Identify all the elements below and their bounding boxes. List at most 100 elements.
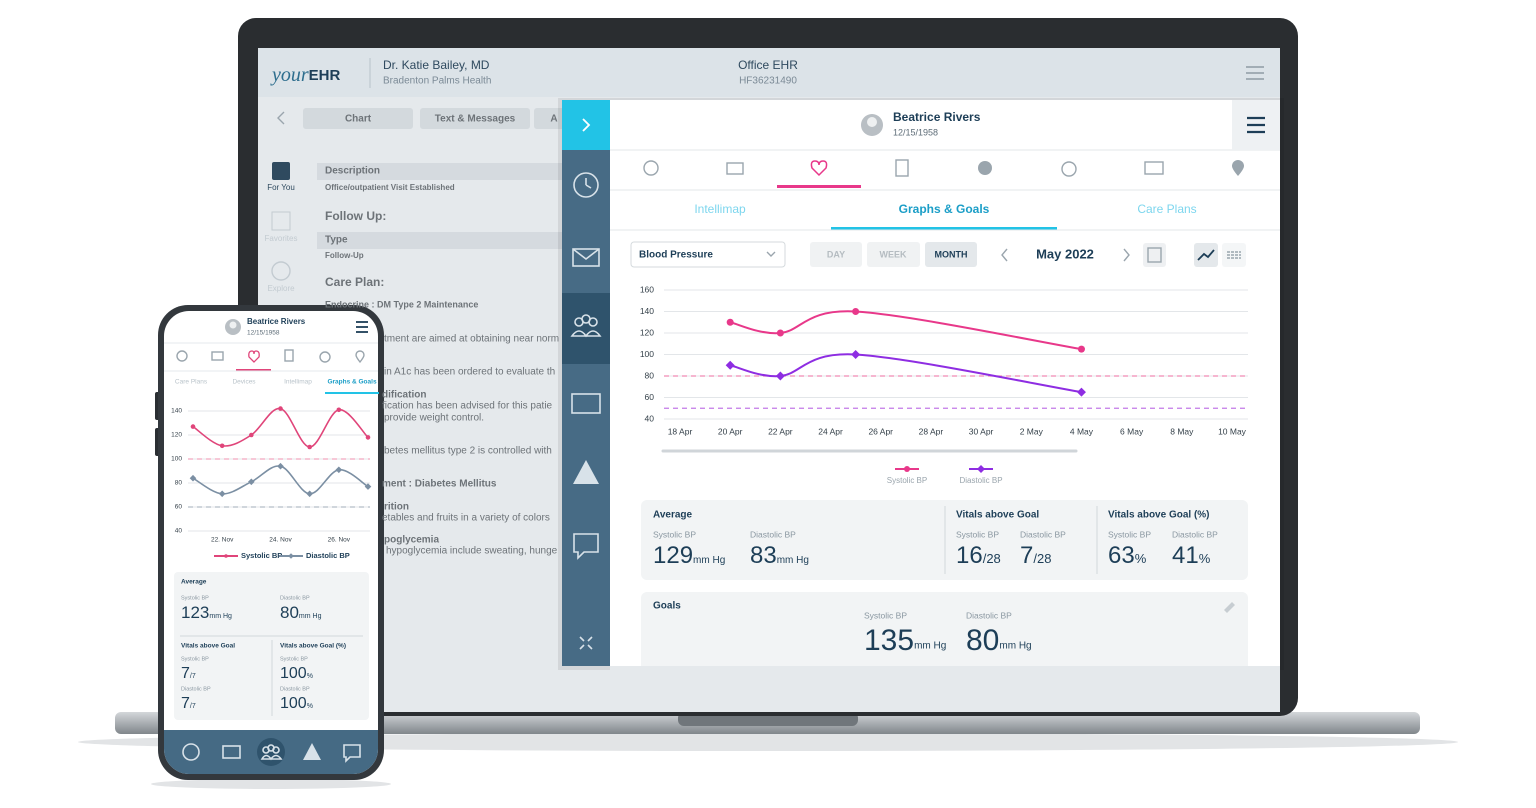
sidebar-icon[interactable] bbox=[573, 533, 599, 560]
nav-icon[interactable] bbox=[343, 744, 361, 763]
sidebar-icon[interactable] bbox=[570, 314, 602, 338]
nav-icon[interactable] bbox=[272, 162, 290, 180]
stat-label: Diastolic BP bbox=[966, 610, 1012, 620]
tab-underline bbox=[236, 369, 271, 371]
tab-icon[interactable] bbox=[978, 161, 992, 175]
logo-bold: EHR bbox=[309, 67, 341, 84]
menu-icon bbox=[1247, 116, 1265, 134]
dropdown[interactable] bbox=[630, 241, 786, 268]
tab-icon[interactable] bbox=[1144, 161, 1164, 175]
tab[interactable] bbox=[303, 108, 413, 129]
subtab: Intellimap bbox=[694, 202, 746, 216]
subtab-underline bbox=[325, 392, 379, 394]
point bbox=[277, 462, 284, 470]
point bbox=[775, 371, 785, 381]
collapse-icon[interactable] bbox=[579, 636, 593, 650]
menu-icon[interactable] bbox=[1246, 66, 1264, 80]
y-tick-label: 120 bbox=[640, 327, 654, 337]
x-tick-label: 20 Apr bbox=[718, 426, 743, 436]
nav-icon[interactable] bbox=[271, 211, 291, 231]
stat-value: 63% bbox=[1108, 542, 1147, 569]
expand-button[interactable] bbox=[562, 100, 610, 150]
stat-number: 41 bbox=[1172, 542, 1199, 569]
nav-selected[interactable] bbox=[257, 738, 285, 766]
subtab: Care Plans bbox=[1137, 202, 1196, 216]
legend-label: Diastolic BP bbox=[959, 476, 1002, 485]
stat-label: Systolic BP bbox=[1108, 529, 1151, 539]
tab-icon[interactable] bbox=[284, 349, 294, 362]
shadow bbox=[78, 733, 1458, 751]
sidebar-icon[interactable] bbox=[571, 393, 601, 414]
stat-unit: % bbox=[307, 703, 313, 710]
tab-icon[interactable] bbox=[895, 159, 909, 177]
sidebar-icon[interactable] bbox=[573, 172, 599, 198]
stat-value: 7/7 bbox=[181, 665, 196, 682]
sidebar-icon[interactable] bbox=[572, 248, 600, 267]
x-tick-label: 4 May bbox=[1070, 426, 1094, 436]
point bbox=[218, 490, 226, 498]
stat-title: Vitals above Goal bbox=[181, 643, 235, 650]
stat-unit: mm Hg bbox=[299, 613, 322, 620]
stat-number: 7 bbox=[181, 665, 190, 682]
stat-unit: % bbox=[1135, 551, 1147, 566]
range-button[interactable] bbox=[867, 242, 920, 267]
content-text: Follow-Up bbox=[325, 251, 364, 260]
toggle-icon bbox=[1227, 251, 1241, 259]
tab-icon[interactable] bbox=[211, 351, 224, 361]
content-text: Endocrine : DM Type 2 Maintenance bbox=[325, 299, 478, 309]
tab-icon[interactable] bbox=[319, 351, 331, 363]
y-tick-label: 60 bbox=[175, 504, 183, 511]
stat-number: 80 bbox=[280, 603, 299, 622]
next-button[interactable] bbox=[1123, 248, 1130, 262]
stat-title: Vitals above Goal (%) bbox=[280, 643, 346, 650]
tab-icon[interactable] bbox=[643, 160, 659, 176]
stat-number: 7 bbox=[181, 695, 190, 712]
stat-value: 41% bbox=[1172, 542, 1211, 569]
tab-icon[interactable] bbox=[1061, 161, 1077, 177]
content-text: etables and fruits in a variety of color… bbox=[382, 513, 550, 524]
y-tick-label: 120 bbox=[171, 432, 182, 439]
nav-icon[interactable] bbox=[303, 743, 321, 760]
legend-label: Systolic BP bbox=[887, 476, 927, 485]
tab-icon[interactable] bbox=[248, 350, 260, 363]
stat-unit: /28 bbox=[983, 551, 1001, 566]
calendar-button[interactable] bbox=[1143, 243, 1166, 267]
range-button[interactable] bbox=[925, 242, 977, 267]
stat-unit: mm Hg bbox=[999, 640, 1031, 651]
content-text: tment are aimed at obtaining near norm bbox=[384, 334, 559, 345]
y-tick-label: 40 bbox=[175, 528, 183, 535]
tab-icon[interactable] bbox=[176, 350, 188, 362]
tab-icon[interactable] bbox=[355, 350, 365, 364]
avatar bbox=[229, 321, 237, 329]
tab-icon[interactable] bbox=[810, 160, 828, 177]
tab[interactable] bbox=[420, 108, 530, 129]
content-text: in A1c has been ordered to evaluate th bbox=[384, 367, 555, 378]
patient-dob: 12/15/1958 bbox=[247, 330, 280, 337]
stat-number: 7 bbox=[1020, 542, 1033, 569]
nav-icon[interactable] bbox=[222, 745, 241, 759]
series-line bbox=[729, 310, 1082, 351]
point bbox=[852, 308, 860, 315]
tab-icon[interactable] bbox=[726, 162, 744, 175]
stat-number: 83 bbox=[750, 542, 777, 569]
tab-label: Text & Messages bbox=[435, 114, 516, 125]
menu-icon[interactable] bbox=[356, 321, 368, 333]
sidebar-icon[interactable] bbox=[573, 460, 599, 484]
nav-label: Explore bbox=[267, 284, 295, 293]
y-tick-label: 80 bbox=[645, 370, 655, 380]
stat-value: 7/7 bbox=[181, 695, 196, 712]
shadow bbox=[151, 779, 391, 789]
tab-icon[interactable] bbox=[1232, 160, 1244, 176]
logo-script: your bbox=[270, 64, 309, 86]
back-icon[interactable] bbox=[277, 111, 285, 125]
calendar-icon bbox=[1147, 247, 1162, 263]
subtab: Care Plans bbox=[175, 379, 208, 386]
prev-button[interactable] bbox=[1001, 248, 1008, 262]
nav-icon[interactable] bbox=[271, 261, 291, 281]
edit-icon[interactable] bbox=[1224, 602, 1235, 613]
point bbox=[306, 490, 313, 498]
doctor-name: Dr. Katie Bailey, MD bbox=[383, 58, 490, 72]
range-button[interactable] bbox=[810, 242, 862, 267]
sidebar-icon bbox=[585, 178, 592, 189]
nav-icon[interactable] bbox=[182, 743, 200, 761]
